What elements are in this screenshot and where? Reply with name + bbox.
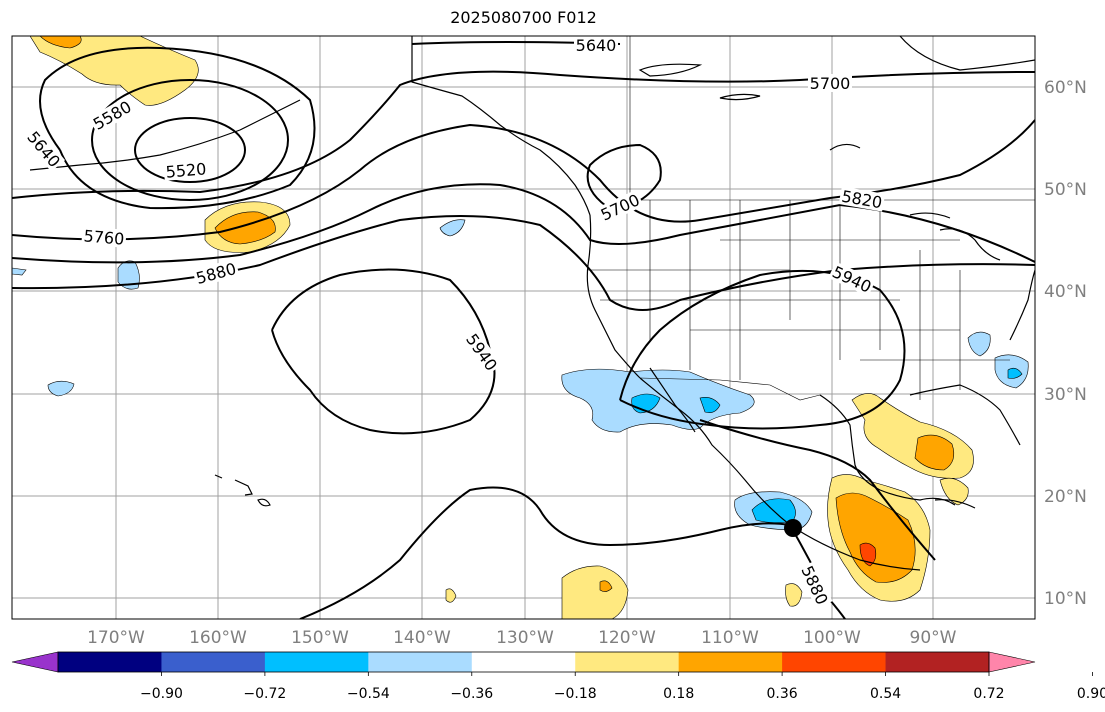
longitude-label: 170°W bbox=[87, 628, 145, 648]
contour-label-background bbox=[828, 261, 876, 297]
map-title: 2025080700 F012 bbox=[450, 8, 597, 27]
colorbar-tick-label: −0.54 bbox=[347, 686, 390, 702]
contour-label-background bbox=[838, 186, 886, 212]
colorbar-segment bbox=[575, 652, 680, 672]
colorbar-segment bbox=[264, 652, 369, 672]
colorbar-tick-labels: −0.90 −0.72 −0.54 −0.36 −0.18 0.18 0.36 0.54 0.7… bbox=[140, 672, 1105, 702]
contour-label-background bbox=[808, 74, 852, 92]
latitude-label: 50°N bbox=[1044, 180, 1087, 200]
map-border bbox=[11, 35, 1036, 620]
colorbar-extend-high bbox=[988, 651, 1036, 673]
colorbar-segment bbox=[885, 652, 990, 672]
colorbar-tick-label: 0.90 bbox=[1077, 686, 1105, 702]
contour-label-background bbox=[192, 258, 240, 288]
contour-label: 5640 bbox=[576, 36, 617, 55]
colorbar-segment bbox=[58, 652, 162, 672]
longitude-label: 100°W bbox=[803, 628, 861, 648]
longitude-label: 120°W bbox=[598, 628, 656, 648]
latitude-label: 10°N bbox=[1044, 589, 1087, 609]
contour-label: 5760 bbox=[83, 226, 125, 248]
latitude-label: 40°N bbox=[1044, 282, 1087, 302]
storm-marker-icon bbox=[784, 519, 802, 537]
contour-label-background bbox=[797, 561, 833, 609]
longitude-label: 110°W bbox=[701, 628, 759, 648]
latitude-label: 20°N bbox=[1044, 487, 1087, 507]
contour-label-background bbox=[81, 226, 127, 248]
colorbar-tick-label: −0.90 bbox=[140, 686, 183, 702]
longitude-label: 90°W bbox=[910, 628, 957, 648]
colorbar-tick-label: 0.36 bbox=[767, 686, 798, 702]
longitude-label: 140°W bbox=[393, 628, 451, 648]
colorbar-tick-label: −0.72 bbox=[243, 686, 286, 702]
map-content bbox=[12, 36, 1035, 619]
contour-label-background bbox=[462, 328, 502, 376]
contour-label-background bbox=[596, 189, 644, 225]
contour-label-background bbox=[163, 159, 209, 181]
latitude-label: 60°N bbox=[1044, 78, 1087, 98]
colorbar-tick-label: 0.18 bbox=[663, 686, 694, 702]
colorbar-segment bbox=[471, 652, 576, 672]
colorbar-segment bbox=[368, 652, 473, 672]
longitude-labels: 170°W 160°W 150°W 140°W 130°W 120°W 110°W 100°W… bbox=[87, 628, 957, 648]
colorbar-segment bbox=[782, 652, 887, 672]
colorbar-border bbox=[57, 651, 990, 673]
longitude-label: 150°W bbox=[291, 628, 349, 648]
contour-label-background bbox=[22, 126, 66, 172]
colorbar-segment bbox=[678, 652, 783, 672]
longitude-label: 130°W bbox=[496, 628, 554, 648]
political-borders bbox=[588, 36, 1035, 401]
latitude-labels: 60°N 50°N 40°N 30°N 20°N 10°N bbox=[1044, 78, 1087, 609]
longitude-label: 160°W bbox=[189, 628, 247, 648]
height-contours bbox=[12, 41, 1035, 619]
contour-label-background bbox=[88, 96, 136, 134]
latitude-label: 30°N bbox=[1044, 385, 1087, 405]
colorbar-segment bbox=[161, 652, 266, 672]
colorbar-tick-label: −0.18 bbox=[554, 686, 597, 702]
colorbar-tick-label: 0.72 bbox=[973, 686, 1004, 702]
contour-label: 5520 bbox=[165, 159, 207, 181]
contour-label-background bbox=[574, 36, 618, 54]
colorbar-tick-label: −0.36 bbox=[450, 686, 493, 702]
contour-label: 5700 bbox=[810, 74, 851, 93]
colorbar-tick-label: 0.54 bbox=[870, 686, 901, 702]
colorbar-extend-low bbox=[11, 651, 59, 673]
colorbar bbox=[11, 651, 1036, 673]
